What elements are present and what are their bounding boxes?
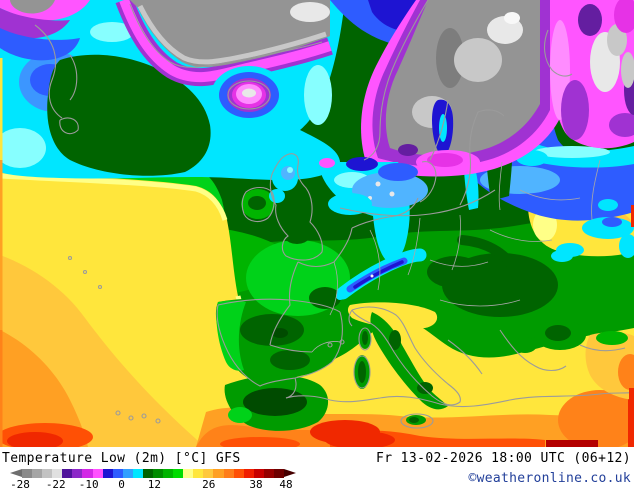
legend-segment xyxy=(92,469,103,478)
region-carpathians xyxy=(457,235,520,275)
legend-segment xyxy=(253,469,264,478)
legend-segment xyxy=(62,469,73,478)
legend-segment xyxy=(273,469,285,478)
coastline-corsica xyxy=(358,327,372,351)
legend-tick-label: 26 xyxy=(202,478,216,490)
coastline-labrador xyxy=(34,24,79,135)
coastline-denmark xyxy=(351,161,437,229)
legend-segment xyxy=(102,469,113,478)
region-cyan-arc-russia xyxy=(491,50,634,168)
region-po-valley xyxy=(347,302,438,329)
region-greenland xyxy=(130,0,330,68)
legend-tick-label: 48 xyxy=(279,478,293,490)
legend-segment xyxy=(122,469,133,478)
legend-segment xyxy=(163,469,174,478)
legend-tick-label: -22 xyxy=(45,478,66,490)
legend-segment xyxy=(142,469,154,478)
legend-segment xyxy=(52,469,63,478)
copyright-notice: ©weatheronline.co.uk xyxy=(468,471,631,486)
legend-tick-label: 38 xyxy=(249,478,263,490)
coastline-norway xyxy=(363,0,573,161)
legend-arrow-right xyxy=(284,469,296,477)
temperature-map-canvas xyxy=(0,0,634,447)
region-labrador-mild xyxy=(47,54,211,176)
region-black-sea-cold xyxy=(551,217,634,262)
coastline-greenland xyxy=(129,3,323,68)
legend-segment xyxy=(42,469,53,478)
legend-segment xyxy=(203,469,214,478)
map-footer: Temperature Low (2m) [°C] GFS Fr 13-02-2… xyxy=(0,447,634,490)
legend-segment xyxy=(263,469,274,478)
coastline-canaries xyxy=(115,410,161,424)
legend-tick-label: -28 xyxy=(10,478,30,490)
forecast-datetime: Fr 13-02-2026 18:00 UTC (06+12) xyxy=(375,451,631,466)
legend-segment xyxy=(112,469,123,478)
region-ireland-cold xyxy=(248,196,266,210)
coastlines-layer xyxy=(34,0,634,429)
coastline-italy xyxy=(348,306,461,406)
coastline-great-britain xyxy=(269,153,323,261)
legend-segments xyxy=(22,469,285,478)
coastline-north-africa xyxy=(285,391,634,408)
temperature-map-svg xyxy=(0,0,634,447)
region-scotland-cold xyxy=(269,165,298,203)
legend-segment xyxy=(132,469,143,478)
legend-arrow-left xyxy=(10,469,22,477)
legend-segment xyxy=(82,469,93,478)
parameter-title: Temperature Low (2m) [°C] GFS xyxy=(2,451,241,466)
coastline-adriatic-greece xyxy=(447,329,626,375)
legend-segment xyxy=(32,469,43,478)
temperature-legend xyxy=(10,469,296,478)
region-iceland xyxy=(211,66,287,124)
coastline-ireland xyxy=(241,186,275,223)
cold-north-layer xyxy=(0,0,634,262)
legend-segment xyxy=(183,469,194,478)
region-ne-russia xyxy=(550,0,634,149)
coastline-france xyxy=(269,227,353,353)
map-edge-stripes xyxy=(0,58,634,447)
legend-segment xyxy=(243,469,254,478)
legend-segment xyxy=(223,469,234,478)
legend-segment xyxy=(233,469,244,478)
region-scandinavia xyxy=(361,0,560,177)
legend-tick-label: 12 xyxy=(147,478,162,490)
coastline-azores xyxy=(67,255,103,290)
borders-layer xyxy=(311,159,601,353)
region-england-cold xyxy=(277,200,317,244)
legend-ticks: -28 -22 -10 0 12 26 38 48 xyxy=(10,478,296,490)
legend-segment xyxy=(173,469,184,478)
legend-segment xyxy=(22,469,33,478)
warm-south-layer xyxy=(0,172,634,447)
region-alps-cold xyxy=(336,248,427,300)
legend-tick-label: 0 xyxy=(118,478,125,490)
coastline-baltic xyxy=(339,99,505,217)
coastline-sardinia xyxy=(353,355,371,389)
coastline-sicily xyxy=(400,413,434,429)
coastline-iceland xyxy=(227,80,271,110)
legend-segment xyxy=(213,469,224,478)
region-subtropical-yellow xyxy=(0,172,634,447)
local-cold-spots-layer xyxy=(269,165,634,300)
legend-segment xyxy=(193,469,204,478)
legend-tick-label: -10 xyxy=(78,478,99,490)
legend-segment xyxy=(153,469,164,478)
legend-segment xyxy=(72,469,83,478)
